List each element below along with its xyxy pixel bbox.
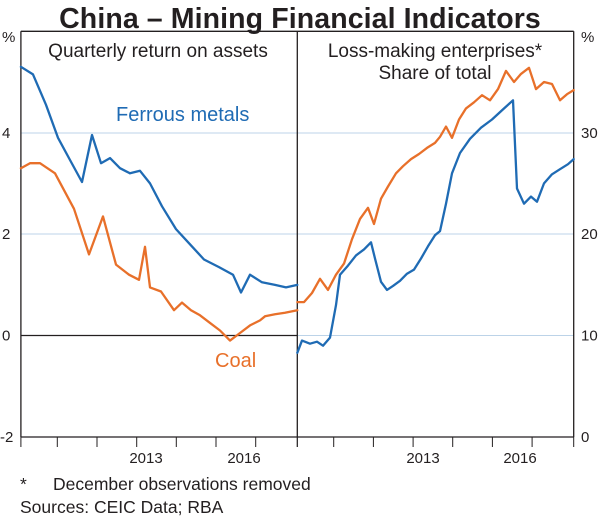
svg-text:2016: 2016 <box>227 450 260 467</box>
svg-text:4: 4 <box>2 125 10 142</box>
svg-text:Ferrous metals: Ferrous metals <box>116 104 249 126</box>
svg-text:%: % <box>2 29 15 46</box>
svg-text:2016: 2016 <box>503 450 536 467</box>
svg-text:10: 10 <box>581 328 598 345</box>
svg-text:20: 20 <box>581 226 598 243</box>
svg-text:2013: 2013 <box>129 450 162 467</box>
svg-text:Coal: Coal <box>215 350 256 372</box>
svg-text:0: 0 <box>2 328 10 345</box>
svg-text:Loss-making enterprises*: Loss-making enterprises* <box>328 41 543 62</box>
svg-text:30: 30 <box>581 125 598 142</box>
svg-text:2013: 2013 <box>406 450 439 467</box>
svg-text:Quarterly return on assets: Quarterly return on assets <box>48 41 268 62</box>
svg-text:%: % <box>581 29 594 46</box>
svg-text:0: 0 <box>581 429 589 446</box>
svg-text:*: * <box>20 474 27 494</box>
svg-text:Sources:: Sources: <box>20 497 89 517</box>
svg-text:December observations removed: December observations removed <box>53 474 311 494</box>
svg-text:CEIC Data; RBA: CEIC Data; RBA <box>94 497 224 517</box>
svg-text:Share of total: Share of total <box>378 63 491 84</box>
svg-text:-2: -2 <box>0 429 13 446</box>
svg-text:2: 2 <box>2 226 10 243</box>
